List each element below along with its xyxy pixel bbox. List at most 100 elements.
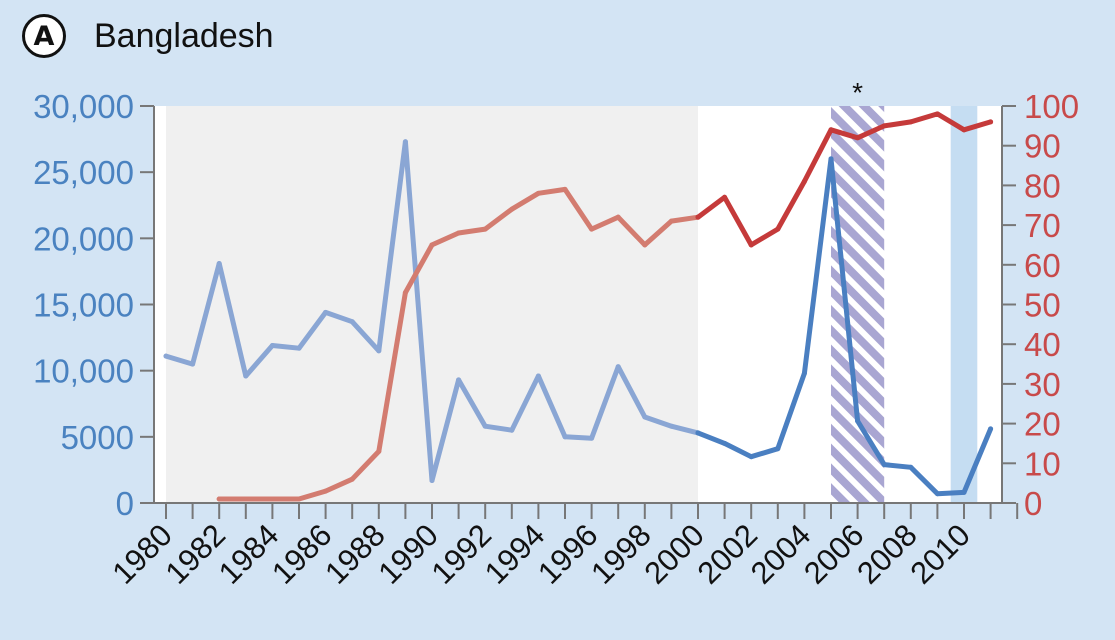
x-tick-label: 1980 bbox=[105, 517, 179, 591]
series-right-point bbox=[589, 226, 595, 232]
series-right-point bbox=[881, 123, 887, 129]
shaded-region-gray-background bbox=[166, 106, 698, 503]
x-tick-label: 1986 bbox=[265, 517, 339, 591]
series-left-point bbox=[562, 434, 568, 440]
series-right-point bbox=[855, 135, 861, 141]
series-left-point bbox=[509, 427, 515, 433]
series-left-point bbox=[163, 353, 169, 359]
series-left-point bbox=[722, 440, 728, 446]
right-tick-label: 60 bbox=[1024, 247, 1061, 284]
series-right-point bbox=[615, 214, 621, 220]
x-tick-label: 1984 bbox=[212, 517, 286, 591]
series-left-point bbox=[349, 319, 355, 325]
shaded-region-hatched bbox=[831, 106, 885, 503]
series-right-point bbox=[456, 230, 462, 236]
series-left-point bbox=[429, 478, 435, 484]
series-right-point bbox=[243, 496, 249, 502]
series-left-point bbox=[828, 156, 834, 162]
right-tick-label: 80 bbox=[1024, 167, 1061, 204]
series-right-point bbox=[482, 226, 488, 232]
region-annotation: * bbox=[852, 77, 863, 108]
left-tick-label: 0 bbox=[116, 485, 134, 522]
series-right-point bbox=[828, 127, 834, 133]
series-left-point bbox=[855, 418, 861, 424]
series-left-point bbox=[376, 348, 382, 354]
series-right-point bbox=[323, 488, 329, 494]
right-tick-label: 30 bbox=[1024, 366, 1061, 403]
series-left-point bbox=[482, 423, 488, 429]
series-left-point bbox=[748, 454, 754, 460]
series-right-point bbox=[722, 194, 728, 200]
left-tick-label: 5000 bbox=[61, 419, 134, 456]
series-right-line bbox=[695, 111, 994, 248]
series-right-point bbox=[642, 242, 648, 248]
x-tick-label: 1996 bbox=[531, 517, 605, 591]
series-left-point bbox=[269, 343, 275, 349]
series-left-point bbox=[668, 423, 674, 429]
series-left-point bbox=[216, 260, 222, 266]
x-tick-label: 2002 bbox=[691, 517, 765, 591]
series-left-point bbox=[402, 139, 408, 145]
x-tick-label: 2004 bbox=[744, 517, 818, 591]
x-tick-label: 2000 bbox=[637, 517, 711, 591]
series-left-point bbox=[908, 464, 914, 470]
series-right-point bbox=[509, 206, 515, 212]
series-right-point bbox=[908, 119, 914, 125]
x-tick-label: 1998 bbox=[584, 517, 658, 591]
x-tick-label: 2008 bbox=[850, 517, 924, 591]
right-tick-label: 0 bbox=[1024, 485, 1042, 522]
shaded-region-solid bbox=[950, 106, 978, 503]
series-right-point bbox=[668, 218, 674, 224]
series-left-point bbox=[243, 373, 249, 379]
chart-title: Bangladesh bbox=[94, 16, 274, 55]
series-left-point bbox=[881, 462, 887, 468]
panel-header: A Bangladesh bbox=[22, 14, 274, 58]
series-left-point bbox=[642, 414, 648, 420]
x-tick-label: 2006 bbox=[797, 517, 871, 591]
series-right-point bbox=[775, 226, 781, 232]
series-left-point bbox=[615, 364, 621, 370]
right-tick-label: 70 bbox=[1024, 207, 1061, 244]
series-right-point bbox=[216, 496, 222, 502]
x-tick-label: 1988 bbox=[318, 517, 392, 591]
panel-badge: A bbox=[22, 14, 66, 58]
series-right-point bbox=[402, 290, 408, 296]
series-left-point bbox=[801, 370, 807, 376]
series-left-point bbox=[934, 491, 940, 497]
series-left-point bbox=[456, 377, 462, 383]
series-left-point bbox=[695, 430, 701, 436]
series-left-point bbox=[589, 435, 595, 441]
series-right-point bbox=[934, 111, 940, 117]
series-right-point bbox=[988, 119, 994, 125]
series-left-point bbox=[323, 309, 329, 315]
left-tick-label: 10,000 bbox=[33, 353, 134, 390]
x-tick-label: 1994 bbox=[478, 517, 552, 591]
series-right-point bbox=[376, 448, 382, 454]
series-right-point bbox=[562, 186, 568, 192]
series-right-point bbox=[961, 127, 967, 133]
series-left-point bbox=[296, 345, 302, 351]
right-tick-label: 100 bbox=[1024, 88, 1079, 125]
series-right-point bbox=[801, 178, 807, 184]
right-tick-label: 10 bbox=[1024, 445, 1061, 482]
series-left-line bbox=[695, 156, 994, 497]
left-tick-label: 20,000 bbox=[33, 220, 134, 257]
left-tick-label: 15,000 bbox=[33, 287, 134, 324]
series-right-point bbox=[535, 190, 541, 196]
right-tick-label: 20 bbox=[1024, 406, 1061, 443]
series-right-point bbox=[695, 214, 701, 220]
series-left-point bbox=[961, 489, 967, 495]
series-left-point bbox=[190, 361, 196, 367]
series-right-point bbox=[269, 496, 275, 502]
series-right-point bbox=[349, 476, 355, 482]
x-tick-label: 1990 bbox=[371, 517, 445, 591]
x-tick-label: 1982 bbox=[159, 517, 233, 591]
series-right-point bbox=[429, 242, 435, 248]
series-left-point bbox=[535, 373, 541, 379]
right-tick-label: 40 bbox=[1024, 326, 1061, 363]
series-right-point bbox=[296, 496, 302, 502]
x-tick-label: 2010 bbox=[903, 517, 977, 591]
series-left-point bbox=[775, 446, 781, 452]
left-tick-label: 25,000 bbox=[33, 154, 134, 191]
